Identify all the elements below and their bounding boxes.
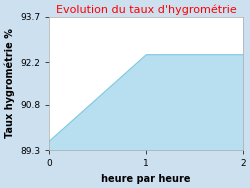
Title: Evolution du taux d'hygrométrie: Evolution du taux d'hygrométrie <box>56 4 236 15</box>
X-axis label: heure par heure: heure par heure <box>102 174 191 184</box>
Y-axis label: Taux hygrométrie %: Taux hygrométrie % <box>4 29 15 139</box>
